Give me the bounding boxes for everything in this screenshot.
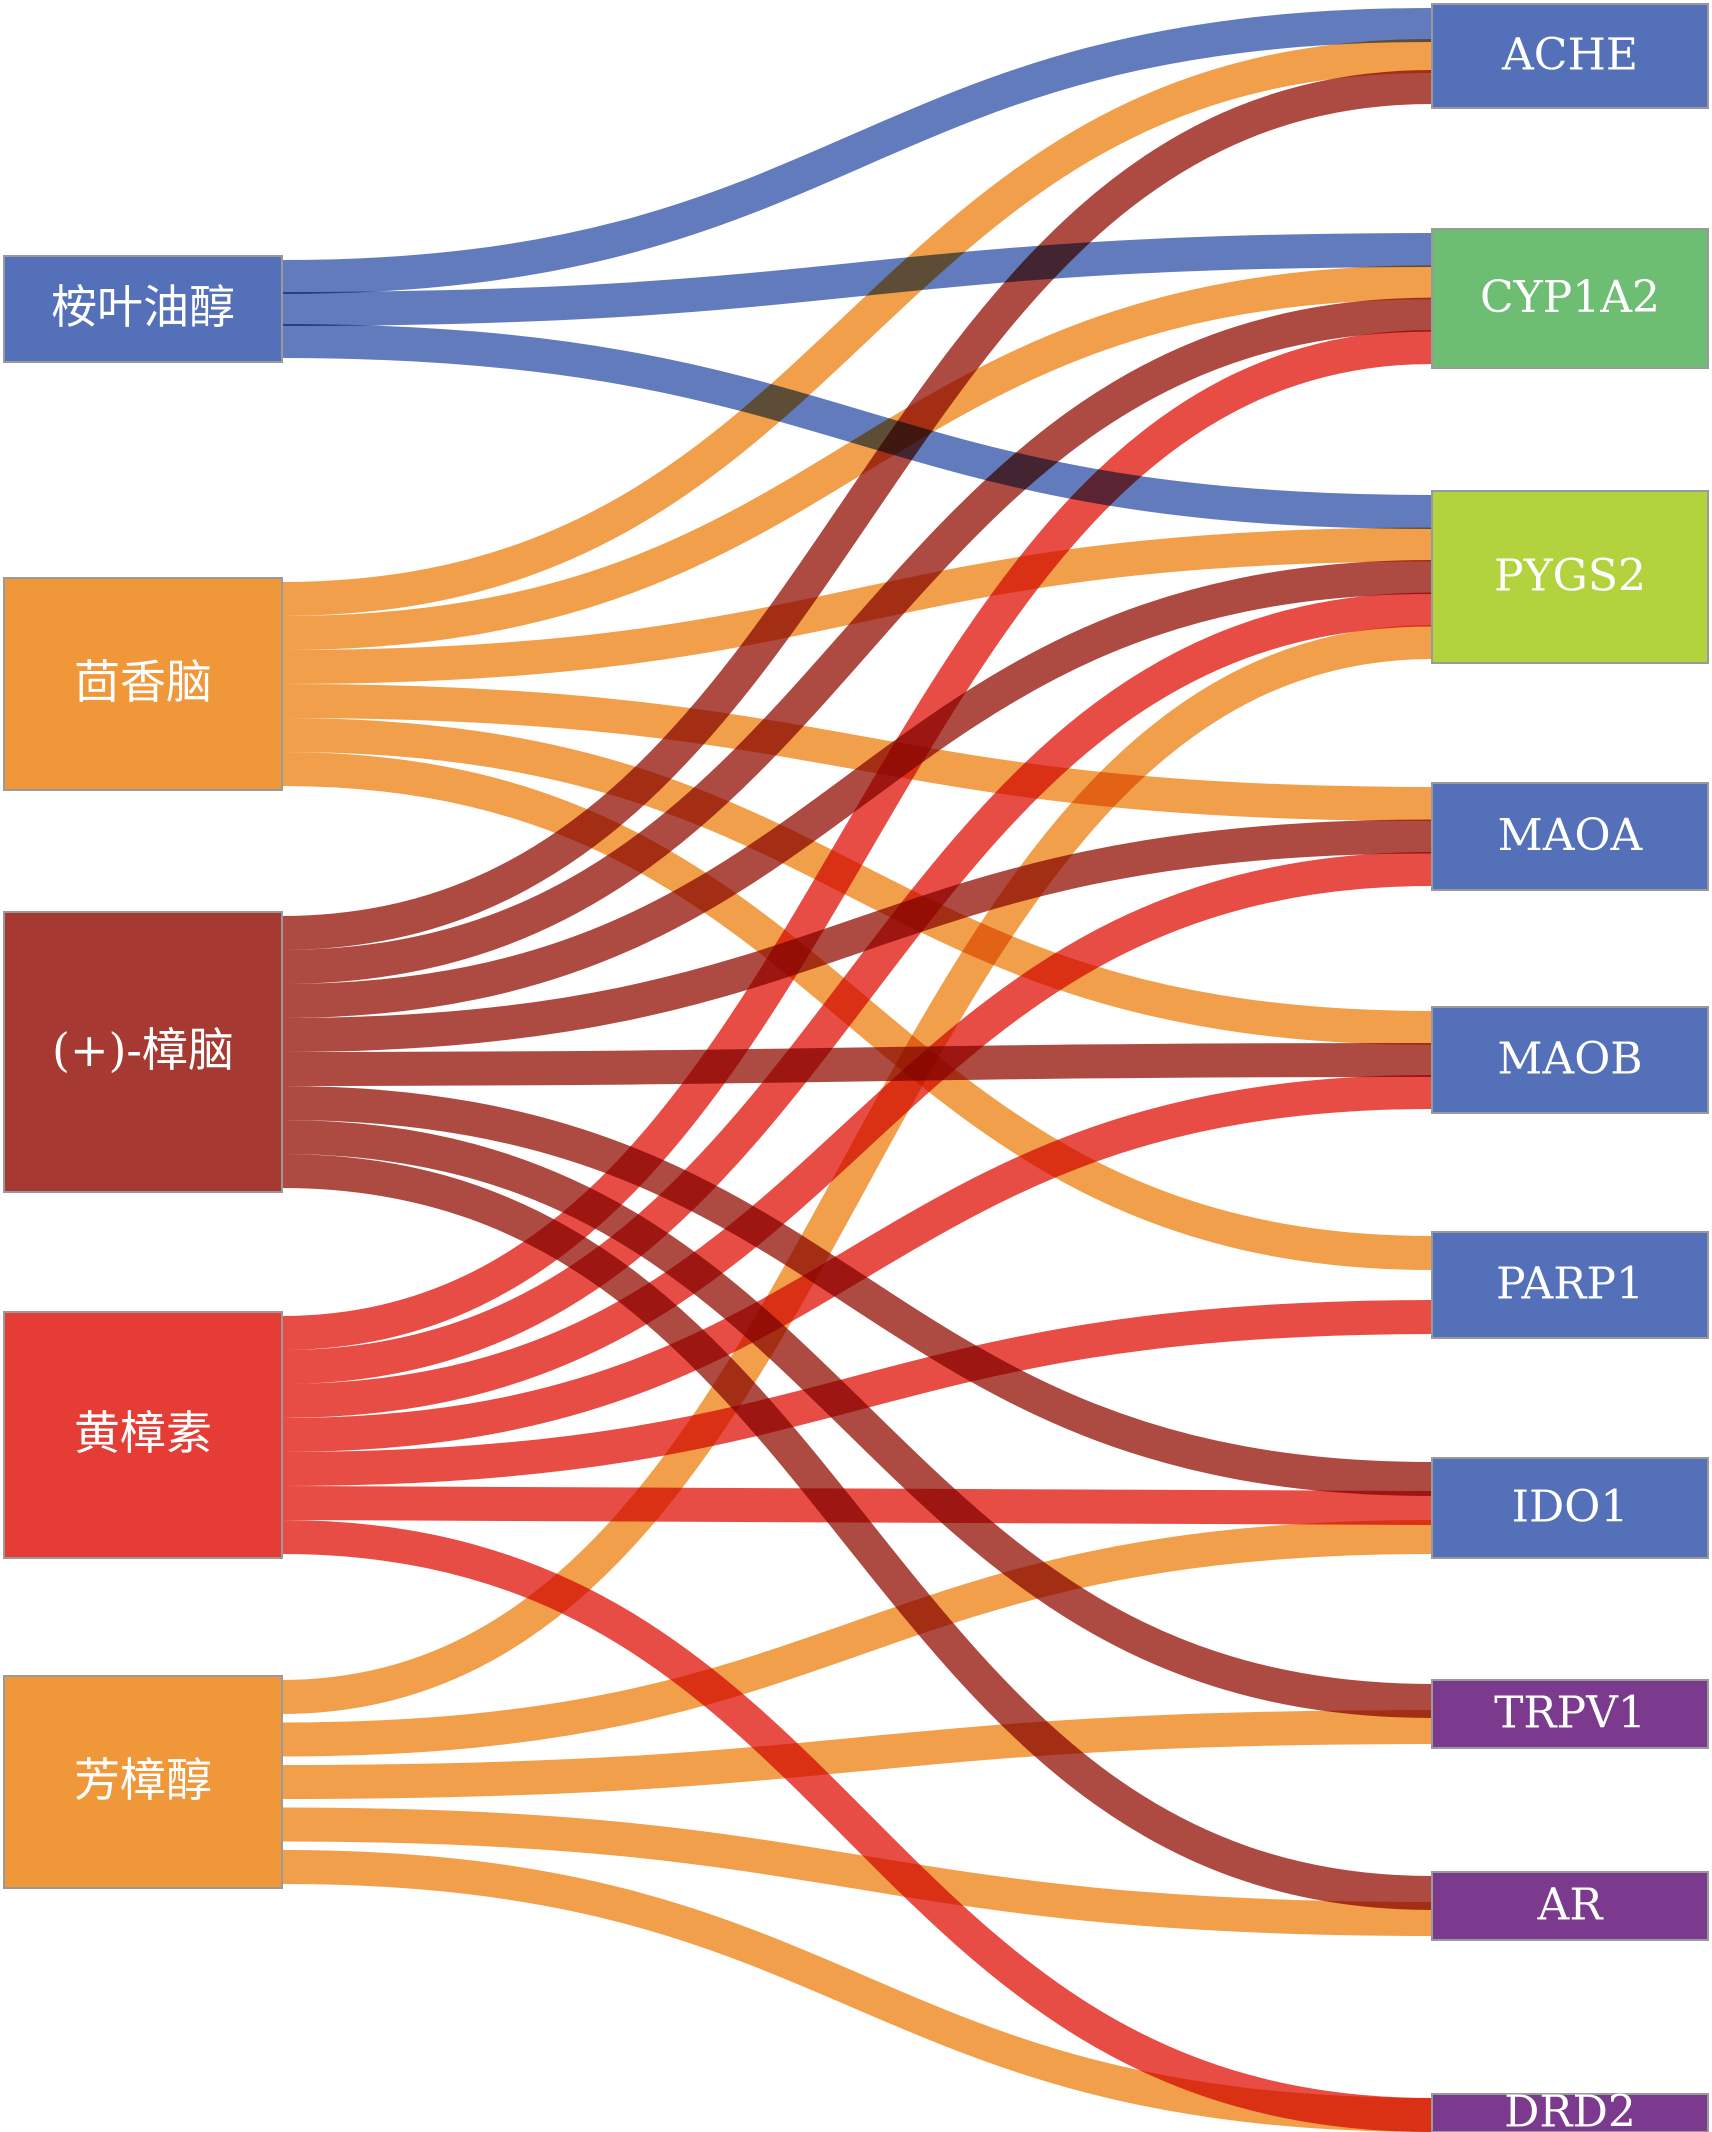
source-node-label: 茴香脑 bbox=[74, 655, 212, 709]
source-node-label: (+)-樟脑 bbox=[52, 1023, 234, 1077]
sankey-link-s4-t5 bbox=[281, 1075, 1433, 1452]
target-node-t1: ACHE bbox=[1431, 3, 1709, 109]
target-node-t7: IDO1 bbox=[1431, 1457, 1709, 1559]
target-node-label: PARP1 bbox=[1496, 1259, 1644, 1310]
target-node-label: PYGS2 bbox=[1494, 551, 1646, 602]
sankey-link-s3-t3 bbox=[281, 560, 1433, 1018]
target-node-box bbox=[1431, 1457, 1709, 1559]
target-node-t6: PARP1 bbox=[1431, 1231, 1709, 1339]
sankey-link-s3-t1 bbox=[281, 70, 1433, 950]
target-node-label: MAOB bbox=[1497, 1034, 1642, 1085]
target-node-box bbox=[1431, 228, 1709, 369]
source-node-label: 桉叶油醇 bbox=[51, 280, 235, 334]
target-node-label: IDO1 bbox=[1512, 1482, 1629, 1533]
sankey-link-s4-t6 bbox=[281, 1300, 1433, 1486]
target-node-box bbox=[1431, 1871, 1709, 1941]
source-node-s2: 茴香脑 bbox=[3, 577, 283, 791]
target-node-label: CYP1A2 bbox=[1480, 272, 1660, 323]
sankey-link-s2-t4 bbox=[281, 684, 1433, 821]
sankey-link-s2-t2 bbox=[281, 265, 1433, 650]
sankey-link-s4-t2 bbox=[281, 330, 1433, 1350]
sankey-link-s4-t7 bbox=[281, 1486, 1433, 1525]
target-node-t9: AR bbox=[1431, 1871, 1709, 1941]
source-node-box bbox=[3, 911, 283, 1193]
source-node-box bbox=[3, 255, 283, 363]
sankey-link-s4-t3 bbox=[281, 592, 1433, 1384]
target-node-t2: CYP1A2 bbox=[1431, 228, 1709, 369]
source-node-box bbox=[3, 1311, 283, 1559]
target-node-t3: PYGS2 bbox=[1431, 490, 1709, 664]
sankey-link-s2-t1 bbox=[281, 39, 1433, 616]
sankey-link-s5-t8 bbox=[281, 1710, 1433, 1799]
target-node-t10: DRD2 bbox=[1431, 2087, 1709, 2132]
sankey-link-s5-t9 bbox=[281, 1807, 1433, 1936]
sankey-link-s5-t3 bbox=[281, 625, 1433, 1714]
sankey-link-s3-t2 bbox=[281, 297, 1433, 984]
target-node-box bbox=[1431, 490, 1709, 664]
target-node-label: MAOA bbox=[1498, 810, 1644, 861]
sankey-link-s4-t10 bbox=[281, 1520, 1433, 2132]
sankey-link-s5-t7 bbox=[281, 1520, 1433, 1757]
target-node-box bbox=[1431, 782, 1709, 891]
source-node-s4: 黄樟素 bbox=[3, 1311, 283, 1559]
target-node-box bbox=[1431, 3, 1709, 109]
source-node-box bbox=[3, 577, 283, 791]
target-node-t4: MAOA bbox=[1431, 782, 1709, 891]
target-node-box bbox=[1431, 1679, 1709, 1749]
sankey-link-s1-t3 bbox=[281, 324, 1433, 529]
target-node-box bbox=[1431, 2093, 1709, 2132]
sankey-link-s3-t5 bbox=[281, 1043, 1433, 1086]
source-node-box bbox=[3, 1675, 283, 1889]
source-node-label: 黄樟素 bbox=[74, 1406, 212, 1460]
target-node-label: TRPV1 bbox=[1494, 1688, 1646, 1739]
sankey-link-s1-t2 bbox=[281, 233, 1433, 326]
target-node-label: AR bbox=[1537, 1880, 1605, 1931]
target-node-label: ACHE bbox=[1501, 30, 1638, 81]
sankey-link-s3-t4 bbox=[281, 819, 1433, 1052]
sankey-link-s2-t5 bbox=[281, 718, 1433, 1045]
target-node-label: DRD2 bbox=[1504, 2087, 1636, 2132]
source-node-label: 芳樟醇 bbox=[74, 1753, 212, 1807]
target-node-box bbox=[1431, 1006, 1709, 1114]
sankey-link-s3-t8 bbox=[281, 1120, 1433, 1718]
target-node-box bbox=[1431, 1231, 1709, 1339]
sankey-link-s5-t10 bbox=[281, 1850, 1433, 2132]
source-node-s3: (+)-樟脑 bbox=[3, 911, 283, 1193]
links-layer bbox=[281, 8, 1433, 2132]
source-node-s5: 芳樟醇 bbox=[3, 1675, 283, 1889]
sankey-link-s1-t1 bbox=[281, 8, 1433, 294]
sankey-link-s3-t7 bbox=[281, 1086, 1433, 1496]
target-node-t8: TRPV1 bbox=[1431, 1679, 1709, 1749]
source-node-s1: 桉叶油醇 bbox=[3, 255, 283, 363]
sankey-link-s2-t3 bbox=[281, 527, 1433, 684]
sankey-link-s3-t9 bbox=[281, 1154, 1433, 1910]
target-node-t5: MAOB bbox=[1431, 1006, 1709, 1114]
